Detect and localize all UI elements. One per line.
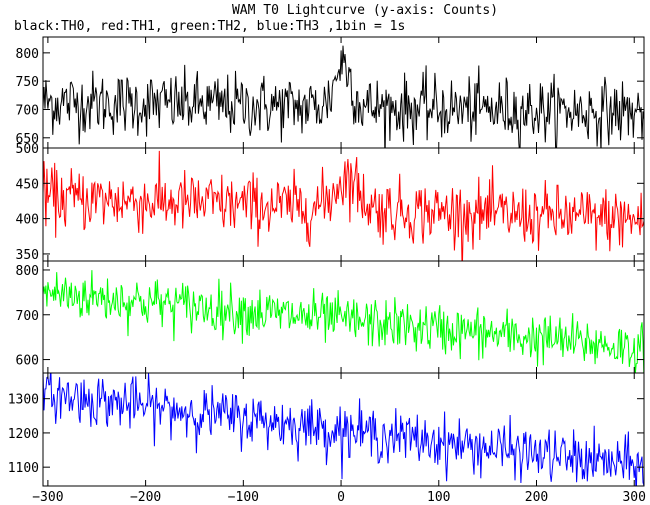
x-tick-label: 300 bbox=[622, 490, 645, 505]
y-tick-label: 800 bbox=[16, 47, 39, 62]
panel-frame bbox=[42, 372, 645, 487]
y-tick-label: 500 bbox=[16, 142, 39, 157]
panel-th0: 650 700 750 800 bbox=[16, 36, 645, 149]
y-tick-label: 700 bbox=[16, 309, 39, 324]
series-line-th0 bbox=[43, 45, 644, 148]
series-line-th1 bbox=[43, 150, 644, 261]
x-tick-label: −300 bbox=[32, 490, 63, 505]
y-tick-label: 400 bbox=[16, 213, 39, 228]
x-tick-label: 100 bbox=[427, 490, 450, 505]
y-tick-label: 600 bbox=[16, 354, 39, 369]
x-tick-label: 200 bbox=[525, 490, 548, 505]
y-tick-label: 450 bbox=[16, 177, 39, 192]
y-tick-label: 350 bbox=[16, 248, 39, 263]
y-tick-label: 650 bbox=[16, 132, 39, 147]
y-tick-label: 1100 bbox=[8, 461, 39, 476]
x-tick-label: −200 bbox=[130, 490, 161, 505]
panel-th2: 600 700 800 bbox=[16, 260, 645, 374]
chart-legend-text: black:TH0, red:TH1, green:TH2, blue:TH3 … bbox=[14, 19, 405, 34]
panel-th3: 1100 1200 1300 bbox=[8, 372, 645, 487]
y-tick-label: 700 bbox=[16, 103, 39, 118]
y-tick-label: 1300 bbox=[8, 393, 39, 408]
chart-title: WAM T0 Lightcurve (y-axis: Counts) bbox=[232, 3, 498, 18]
x-tick-label: 0 bbox=[337, 490, 345, 505]
panel-frame bbox=[42, 260, 645, 374]
series-line-th3 bbox=[43, 373, 644, 486]
y-tick-label: 1200 bbox=[8, 427, 39, 442]
series-line-th2 bbox=[43, 270, 644, 373]
y-tick-label: 750 bbox=[16, 75, 39, 90]
panels-group: 6507007508003504004505006007008001100120… bbox=[8, 36, 645, 487]
y-tick-label: 800 bbox=[16, 264, 39, 279]
x-tick-label: −100 bbox=[228, 490, 259, 505]
panel-th1: 350 400 450 500 bbox=[16, 142, 645, 263]
x-axis: −300 −200 −100 0 100 200 300 bbox=[32, 490, 646, 505]
